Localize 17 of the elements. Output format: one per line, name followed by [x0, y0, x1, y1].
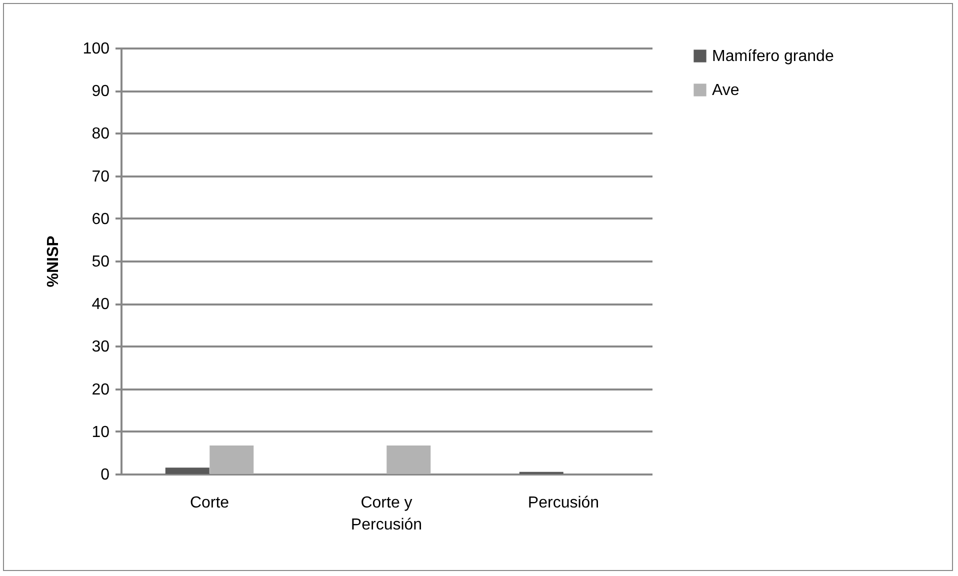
x-tick-label: Corte [190, 494, 230, 512]
y-axis-title: %NISP [44, 235, 62, 288]
y-tick-label: 70 [92, 168, 110, 186]
y-tick-label: 30 [92, 338, 110, 356]
y-tick-label: 100 [82, 40, 110, 58]
y-tick-label: 10 [92, 424, 110, 441]
y-tick-label: 40 [92, 296, 110, 314]
legend-label: Mamífero grande [712, 48, 834, 65]
y-tick-label: 50 [92, 254, 110, 270]
legend-label: Ave [712, 82, 740, 99]
x-tick-label: Corte y Percusión [350, 494, 422, 534]
x-tick-label: Percusión [528, 494, 600, 512]
y-tick-label: 60 [92, 210, 110, 228]
y-tick-label: 20 [92, 381, 110, 398]
y-tick-label: 80 [92, 126, 110, 143]
y-tick-label: 0 [100, 466, 110, 484]
y-tick-label: 90 [92, 83, 110, 100]
